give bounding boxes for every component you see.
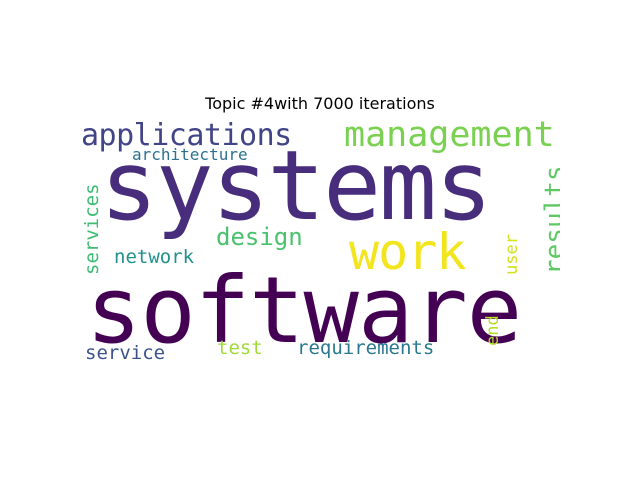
word-user: user [502, 234, 522, 275]
word-requirements: requirements [297, 337, 435, 359]
chart-title: Topic #4with 7000 iterations [205, 94, 435, 113]
word-service: service [85, 342, 166, 364]
word-network: network [114, 246, 195, 268]
word-systems: systems [100, 130, 493, 242]
word-test: test [217, 337, 263, 359]
word-software: software [86, 257, 522, 364]
word-work: work [349, 223, 466, 281]
word-applications: applications [81, 118, 292, 153]
word-cloud: systems software management applications… [80, 117, 560, 367]
word-services: services [81, 183, 103, 275]
word-design: design [216, 223, 303, 251]
word-end: end [483, 315, 503, 346]
word-architecture: architecture [132, 145, 248, 164]
word-management: management [344, 117, 555, 155]
word-results: results [540, 165, 560, 275]
